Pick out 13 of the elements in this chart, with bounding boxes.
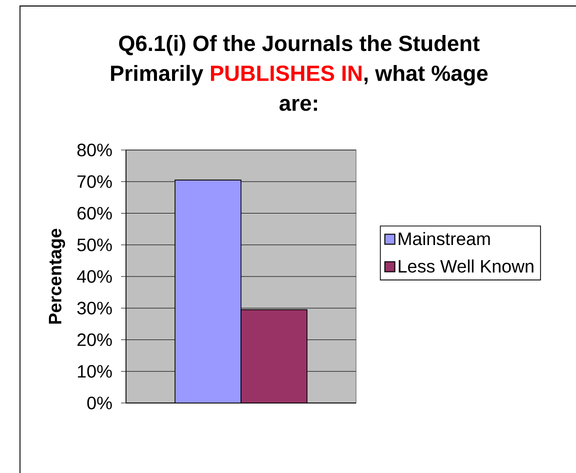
y-tick-label: 30% [77,302,112,314]
y-tick-label: 60% [77,206,112,220]
legend-label: Mainstream [398,232,490,246]
chart-title: Q6.1(i) Of the Journals the Student Primarily PUBLISHES IN, what %age are: [111,35,488,111]
y-tick-label: 70% [78,175,112,188]
y-tick-label: 80% [77,144,112,156]
y-tick-label: 0% [87,396,112,410]
y-tick-label: 40% [76,270,112,283]
y-axis-title: Percentage [48,228,66,324]
legend-label: Less Well Known [398,259,534,273]
y-tick-label: 50% [77,238,112,252]
y-tick-label: 20% [77,333,112,346]
y-tick-label: 10% [78,365,112,378]
